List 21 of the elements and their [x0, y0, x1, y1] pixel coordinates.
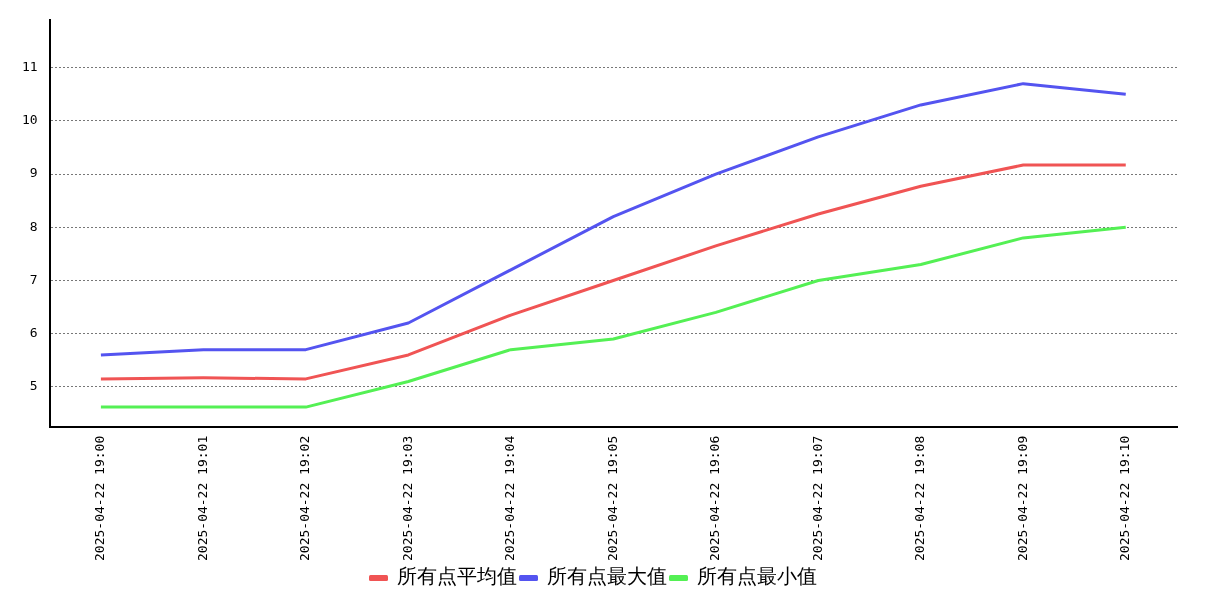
- x-tick-label: 2025-04-22 19:09: [1014, 435, 1030, 562]
- x-tick-label: 2025-04-22 19:01: [194, 435, 210, 562]
- x-tick-label: 2025-04-22 19:07: [809, 435, 825, 562]
- x-tick-label: 2025-04-22 19:05: [604, 435, 620, 562]
- x-tick-label: 2025-04-22 19:08: [912, 435, 928, 562]
- x-tick-label: 2025-04-22 19:04: [502, 435, 518, 562]
- x-tick-label: 2025-04-22 19:00: [92, 435, 108, 562]
- y-tick-label: 10: [22, 112, 38, 128]
- y-tick-label: 5: [29, 378, 38, 394]
- x-tick-label: 2025-04-22 19:10: [1117, 435, 1133, 562]
- y-tick-label: 6: [29, 325, 38, 341]
- y-tick-label: 7: [29, 271, 38, 287]
- x-tick-label: 2025-04-22 19:02: [297, 435, 313, 562]
- y-tick-label: 9: [29, 165, 38, 181]
- legend-label: 所有点平均值: [396, 564, 517, 589]
- y-tick-label: 11: [22, 59, 38, 75]
- x-tick-label: 2025-04-22 19:03: [399, 435, 415, 562]
- x-tick-label: 2025-04-22 19:06: [707, 435, 723, 562]
- legend-label: 所有点最小值: [696, 564, 817, 589]
- legend-label: 所有点最大值: [546, 564, 667, 589]
- y-tick-label: 8: [29, 218, 38, 234]
